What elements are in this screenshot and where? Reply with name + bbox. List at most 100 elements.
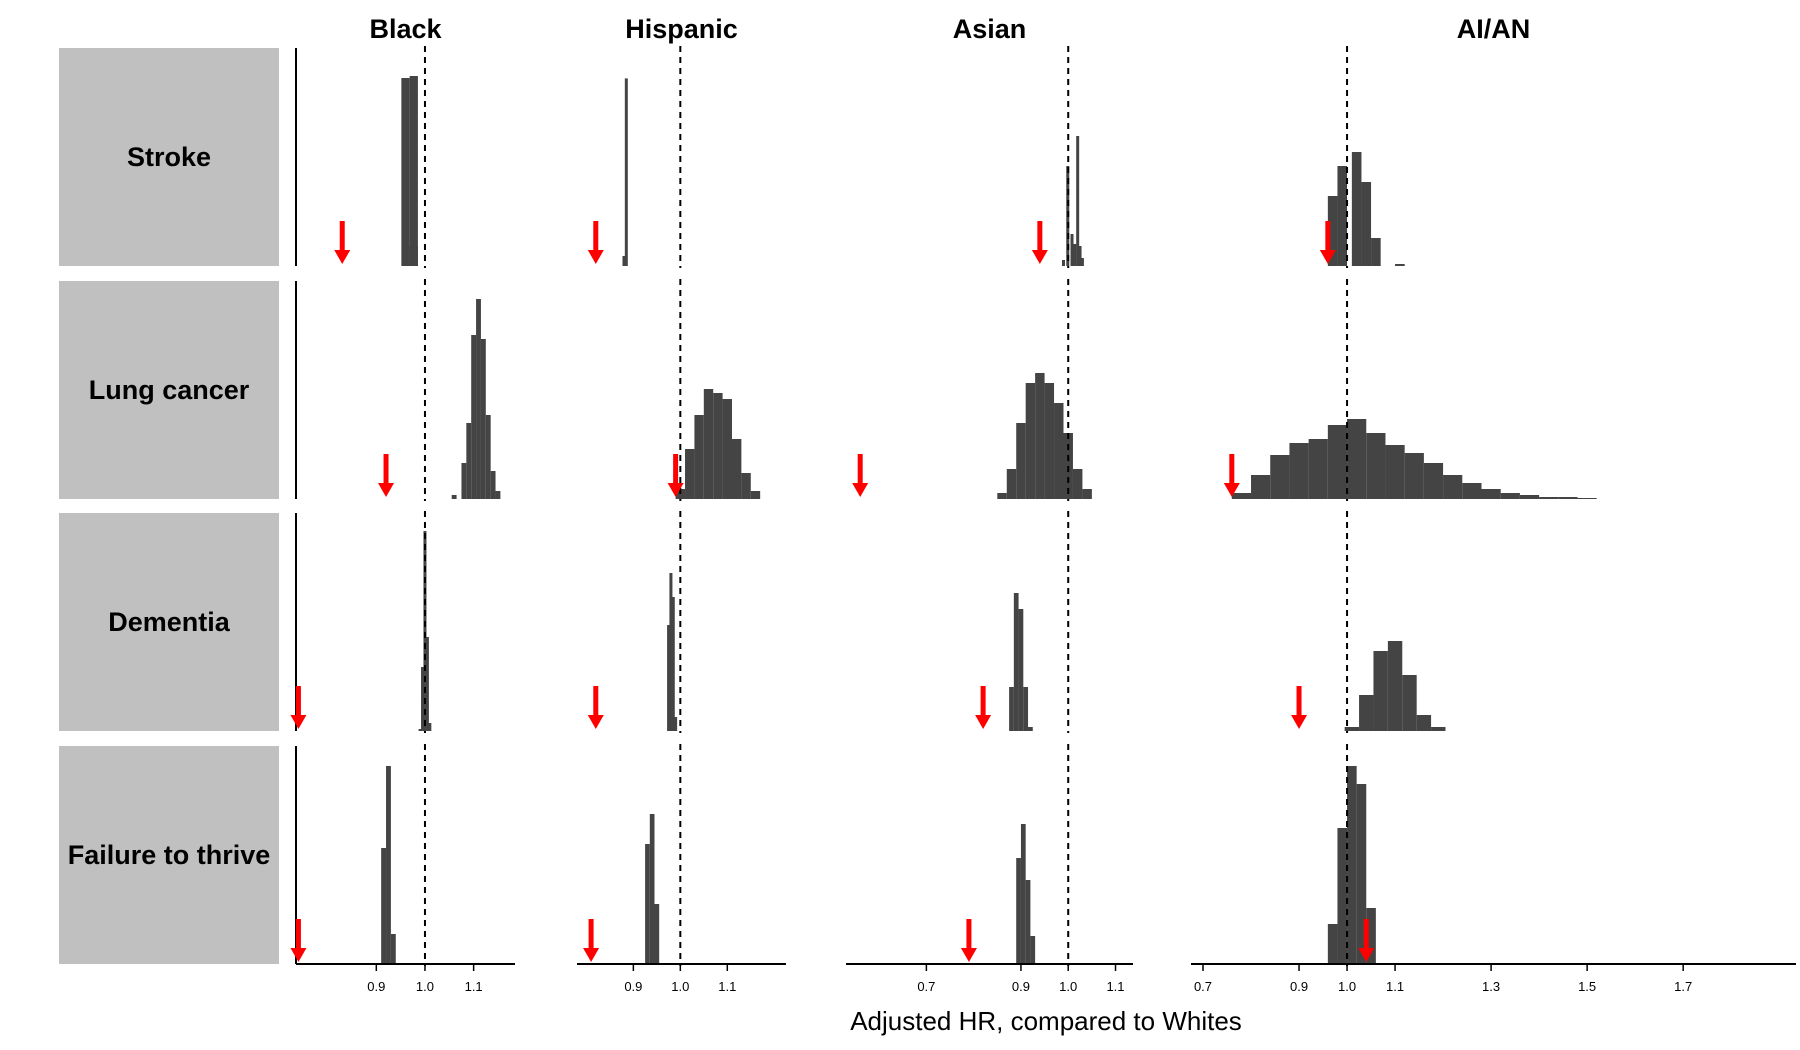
histogram-bar [421,667,425,731]
histogram-bar [490,471,496,499]
histogram-bar [667,625,671,731]
x-tick-label: 0.7 [917,979,935,994]
panel-lung-asian [852,279,1092,501]
panel-ftt-black [290,744,426,966]
histogram-bar [1044,383,1055,499]
marker-arrow-head [587,250,604,264]
x-tick-label: 1.1 [1386,979,1404,994]
panel-stroke-black [334,46,426,268]
histogram-bar [1404,453,1424,499]
histogram-bar [654,904,660,964]
marker-arrow-head [583,948,600,962]
histogram-bar [1558,497,1578,499]
histogram-bar [671,597,675,731]
histogram-bar [1443,475,1463,499]
marker-arrow-head [852,483,869,497]
histogram-bar [461,463,467,499]
x-axis-label: Adjusted HR, compared to Whites [850,1006,1242,1036]
histogram-bar [1344,727,1360,731]
histogram-bar [1251,475,1271,499]
panel-stroke-asian [1031,46,1084,268]
histogram-bar [694,415,704,499]
histogram-bar [624,78,628,267]
histogram-bar [1402,675,1417,731]
histogram-bar [669,573,673,731]
row-label-lung: Lung cancer [89,375,250,405]
histogram-bar [1359,695,1374,731]
histogram-bar [1308,439,1328,499]
histogram-bar [409,76,418,266]
x-tick-label: 1.7 [1674,979,1692,994]
histogram-bar [1385,445,1405,499]
histogram-bar [731,439,742,499]
panel-ftt-hispanic [583,744,682,966]
histogram-bar [1028,727,1033,731]
marker-arrow-head [1358,948,1375,962]
marker-arrow-head [290,948,307,962]
histogram-bar [1347,766,1357,964]
histogram-bar [622,256,626,266]
histogram-bar [649,814,655,964]
histogram-bar [1076,136,1080,266]
histogram-bar [1539,497,1559,499]
marker-arrow-head [378,483,395,497]
histogram-bar [1387,641,1403,731]
panel-lung-aian [1223,279,1597,501]
histogram-bar [997,493,1007,499]
histogram-bar [1481,489,1501,499]
histogram-bar [1072,469,1083,499]
histogram-bar [1462,483,1482,499]
column-title-black: Black [369,14,442,44]
marker-arrow-head [334,250,351,264]
panel-dementia-asian [975,511,1070,733]
row-strip-dementia [59,513,279,731]
marker-arrow-head [1319,250,1336,264]
histogram-bar [674,717,678,731]
histogram-bar [1073,244,1077,266]
histogram-bar [722,399,732,499]
histogram-bar [381,848,387,964]
marker-arrow-head [975,715,992,729]
panel-ftt-aian [1327,744,1376,966]
histogram-bar [1035,373,1045,499]
x-tick-label: 1.0 [1338,979,1356,994]
x-tick-label: 0.9 [1290,979,1308,994]
panel-lung-black [378,279,501,501]
histogram-bar [1009,687,1014,731]
panel-dementia-hispanic [587,511,682,733]
histogram-bar [423,531,427,731]
histogram-bar [750,491,761,499]
marker-arrow-head [290,715,307,729]
histogram-bar [1519,495,1540,499]
histogram-bar [1025,383,1036,499]
histogram-bar [485,415,491,499]
x-tick-label: 0.9 [624,979,642,994]
row-strip-stroke [59,48,279,266]
histogram-bar [1337,166,1348,266]
column-titles: Black Hispanic Asian AI/AN [369,14,1530,44]
histogram-bar [645,844,650,964]
histogram-bar [1025,880,1031,964]
histogram-bar [409,246,418,266]
x-tick-label: 1.0 [416,979,434,994]
histogram-bar [713,393,723,499]
histogram-bar [1327,425,1348,499]
histogram-bar [1018,609,1024,731]
panel-stroke-aian [1319,46,1405,268]
histogram-bar [741,473,751,499]
x-tick-label: 1.3 [1482,979,1500,994]
histogram-bar [685,449,695,499]
row-strip-ftt [59,746,279,964]
x-tick-label: 1.1 [1106,979,1124,994]
x-tick-label: 0.9 [1012,979,1030,994]
histogram-bar [480,339,486,499]
histogram-bar [1061,260,1065,266]
histogram-bar [1030,936,1036,964]
marker-arrow-head [667,483,684,497]
row-label-dementia: Dementia [108,607,231,637]
histogram-bar [390,934,396,964]
histogram-bar [1366,908,1376,964]
histogram-bar [1356,784,1367,964]
x-tick-label: 1.0 [1059,979,1077,994]
histogram-bar [1006,469,1017,499]
